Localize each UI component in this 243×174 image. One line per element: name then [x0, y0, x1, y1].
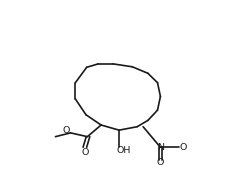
- Text: O: O: [180, 143, 187, 152]
- Text: O: O: [81, 148, 89, 157]
- Text: OH: OH: [117, 146, 131, 155]
- Text: O: O: [62, 126, 69, 135]
- Text: N: N: [157, 143, 164, 152]
- Text: O: O: [157, 158, 164, 167]
